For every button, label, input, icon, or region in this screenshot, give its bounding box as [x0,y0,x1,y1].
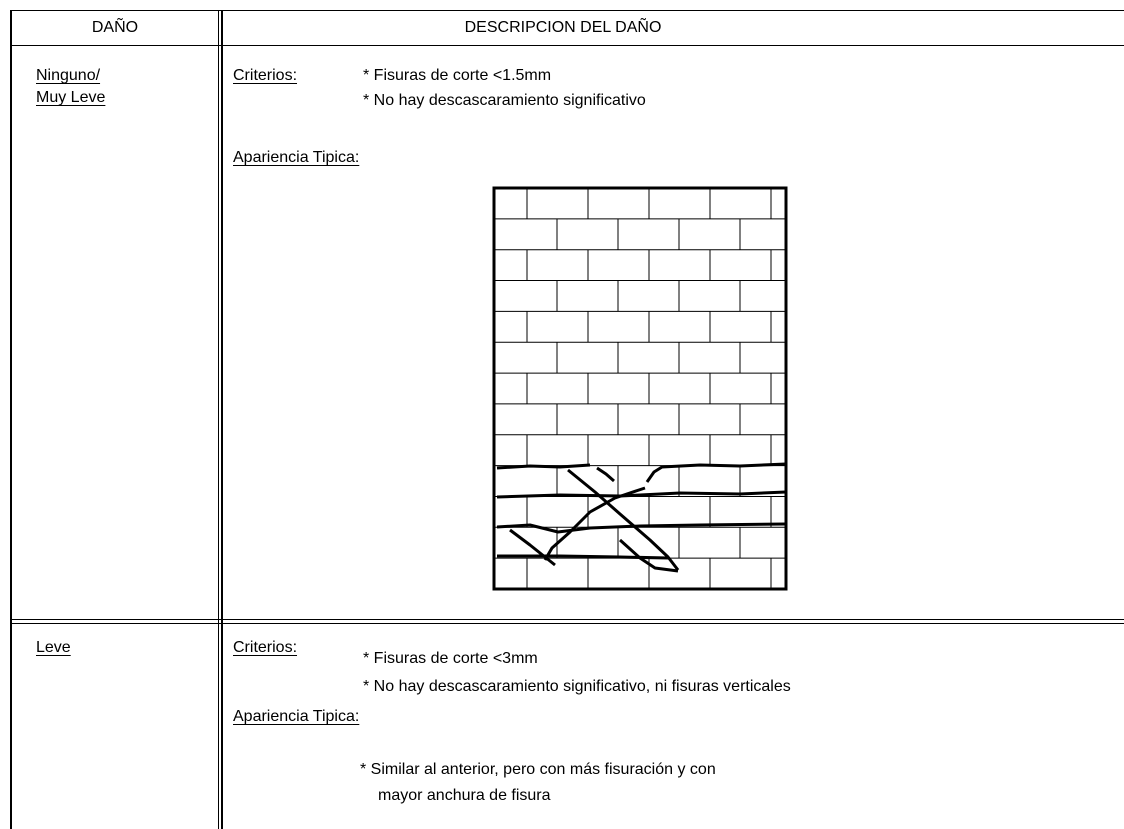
criteria-label: Criterios: [233,67,298,84]
wall-frame [492,186,788,591]
cracks [496,462,787,573]
crack [645,462,787,483]
criteria-item: * No hay descascaramiento significativo [363,92,646,109]
row-divider [10,619,1124,620]
crack [496,490,787,499]
damage-level: Leve [36,639,71,656]
crack [497,554,669,560]
appearance-item: * Similar al anterior, pero con más fisu… [360,761,716,778]
damage-level: Ninguno/ [36,67,101,84]
header-bottom [10,45,1124,46]
crack [543,486,646,561]
header-cell: DAÑO [91,19,139,36]
crack [596,466,615,483]
criteria-item: * Fisuras de corte <1.5mm [363,67,552,84]
brick-wall [492,186,788,591]
header-cell: DESCRIPCION DEL DAÑO [464,19,662,36]
appearance-label: Apariencia Tipica: [233,708,360,725]
column-divider [221,10,223,829]
border-top [10,10,1124,11]
damage-level: Muy Leve [36,89,106,106]
column-divider [218,10,219,829]
criteria-item: * No hay descascaramiento significativo,… [363,678,791,695]
appearance-item: mayor anchura de fisura [378,787,551,804]
criteria-item: * Fisuras de corte <3mm [363,650,538,667]
crack [618,538,679,573]
row-divider [10,623,1124,624]
crack [496,522,787,534]
criteria-label: Criterios: [233,639,298,656]
appearance-label: Apariencia Tipica: [233,149,360,166]
border-left [10,10,12,829]
crack [509,528,556,567]
crack [496,463,591,470]
